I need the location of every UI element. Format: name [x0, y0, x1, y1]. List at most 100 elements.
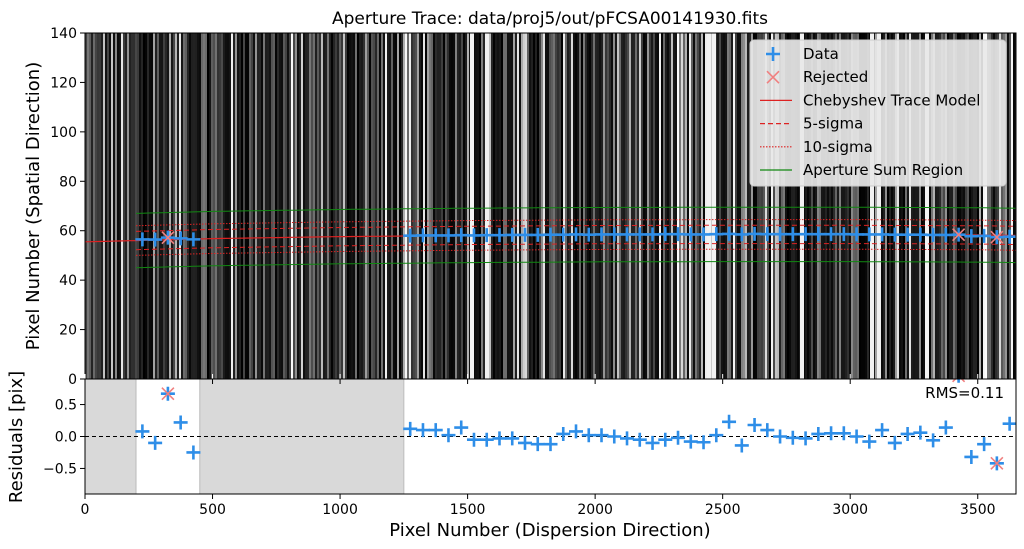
spectrum-line — [543, 33, 545, 379]
spectrum-line — [841, 33, 843, 379]
spectrum-line — [179, 33, 181, 379]
residual-point — [671, 430, 686, 445]
residuals-panel: −0.50.00.5 0 500 1000 1500 2000 2500 3000 3500 … — [6, 371, 1017, 541]
spectrum-line — [597, 33, 599, 379]
spectrum-line — [163, 33, 165, 379]
spectrum-line — [969, 33, 971, 379]
spectrum-line — [753, 33, 755, 379]
spectrum-line — [1009, 33, 1011, 379]
data-point — [403, 228, 418, 243]
spectrum-line — [949, 33, 951, 379]
spectrum-line — [793, 33, 795, 379]
spectrum-line — [989, 33, 991, 379]
spectrum-line — [341, 33, 343, 379]
spectrum-line — [151, 33, 153, 379]
spectrum-line — [909, 33, 911, 379]
trace-data-points — [135, 226, 1016, 247]
bright-spectrum-line — [712, 33, 716, 379]
rejected-point — [990, 230, 1004, 244]
spectrum-line — [255, 33, 257, 379]
spectrum-line — [827, 33, 829, 379]
spectrum-line — [105, 33, 107, 379]
spectrum-line — [521, 33, 523, 379]
spectrum-line — [905, 33, 907, 379]
residual-point — [594, 428, 609, 443]
data-point — [938, 227, 953, 242]
spectrum-line — [325, 33, 327, 379]
legend-label: Data — [803, 45, 839, 63]
spectrum-line — [457, 33, 459, 379]
spectrum-line — [635, 33, 637, 379]
spectrum-line — [929, 33, 931, 379]
spectrum-line — [311, 33, 313, 379]
spectrum-line — [663, 33, 665, 379]
spectrum-line — [615, 33, 617, 379]
spectrum-line — [931, 33, 933, 379]
spectrum-line — [661, 33, 663, 379]
spectrum-line — [333, 33, 335, 379]
spectrum-line — [805, 33, 807, 379]
data-point — [505, 227, 520, 242]
spectrum-line — [357, 33, 359, 379]
spectrum-line — [99, 33, 101, 379]
spectrum-line — [91, 33, 93, 379]
y-tick-label: 20 — [59, 323, 77, 339]
residual-point — [957, 379, 960, 383]
spectrum-line — [787, 33, 789, 379]
data-point — [186, 232, 201, 247]
spectrum-line — [993, 33, 995, 379]
spectrum-line — [355, 33, 357, 379]
spectrum-line — [725, 33, 727, 379]
spectrum-line — [465, 33, 467, 379]
spectrum-line — [225, 33, 227, 379]
bright-spectrum-line — [925, 33, 929, 379]
spectrum-line — [339, 33, 341, 379]
spectrum-line — [285, 33, 287, 379]
spectrum-line — [587, 33, 589, 379]
spectrum-line — [585, 33, 587, 379]
spectrum-line — [397, 33, 399, 379]
spectrum-line — [101, 33, 103, 379]
data-point — [671, 227, 686, 242]
spectrum-line — [421, 33, 423, 379]
spectrum-line — [659, 33, 661, 379]
data-point — [760, 227, 775, 242]
spectrum-line — [545, 33, 547, 379]
spectrum-line — [85, 33, 87, 379]
data-point — [492, 228, 507, 243]
spectrum-line — [983, 33, 985, 379]
spectrum-line — [173, 33, 175, 379]
spectrum-line — [501, 33, 503, 379]
spectrum-line — [649, 33, 651, 379]
residual-point — [862, 434, 877, 449]
data-point — [415, 228, 430, 243]
spectrum-line — [93, 33, 95, 379]
spectrum-line — [583, 33, 585, 379]
spectrum-line — [147, 33, 149, 379]
spectrum-line — [771, 33, 773, 379]
spectrum-line — [549, 33, 551, 379]
spectrum-line — [281, 33, 283, 379]
residual-point — [875, 423, 890, 438]
data-point — [722, 226, 737, 241]
spectrum-line — [517, 33, 519, 379]
spectrum-line — [829, 33, 831, 379]
spectrum-line — [175, 33, 177, 379]
spectrum-line — [291, 33, 293, 379]
spectrum-line — [251, 33, 253, 379]
residual-point — [441, 428, 456, 443]
spectrum-line — [143, 33, 145, 379]
spectrum-line — [859, 33, 861, 379]
spectrum-line — [223, 33, 225, 379]
spectrum-line — [215, 33, 217, 379]
spectrum-line — [131, 33, 133, 379]
10-sigma-line — [135, 248, 1016, 256]
residual-point — [773, 429, 788, 444]
bright-spectrum-line — [470, 33, 474, 379]
legend-label: Aperture Sum Region — [803, 161, 963, 179]
y-tick-label: −0.5 — [43, 461, 77, 477]
residual-point — [530, 437, 545, 452]
spectrum-emission-lines — [85, 33, 1016, 379]
spectrum-line — [361, 33, 363, 379]
residual-point — [798, 431, 813, 446]
